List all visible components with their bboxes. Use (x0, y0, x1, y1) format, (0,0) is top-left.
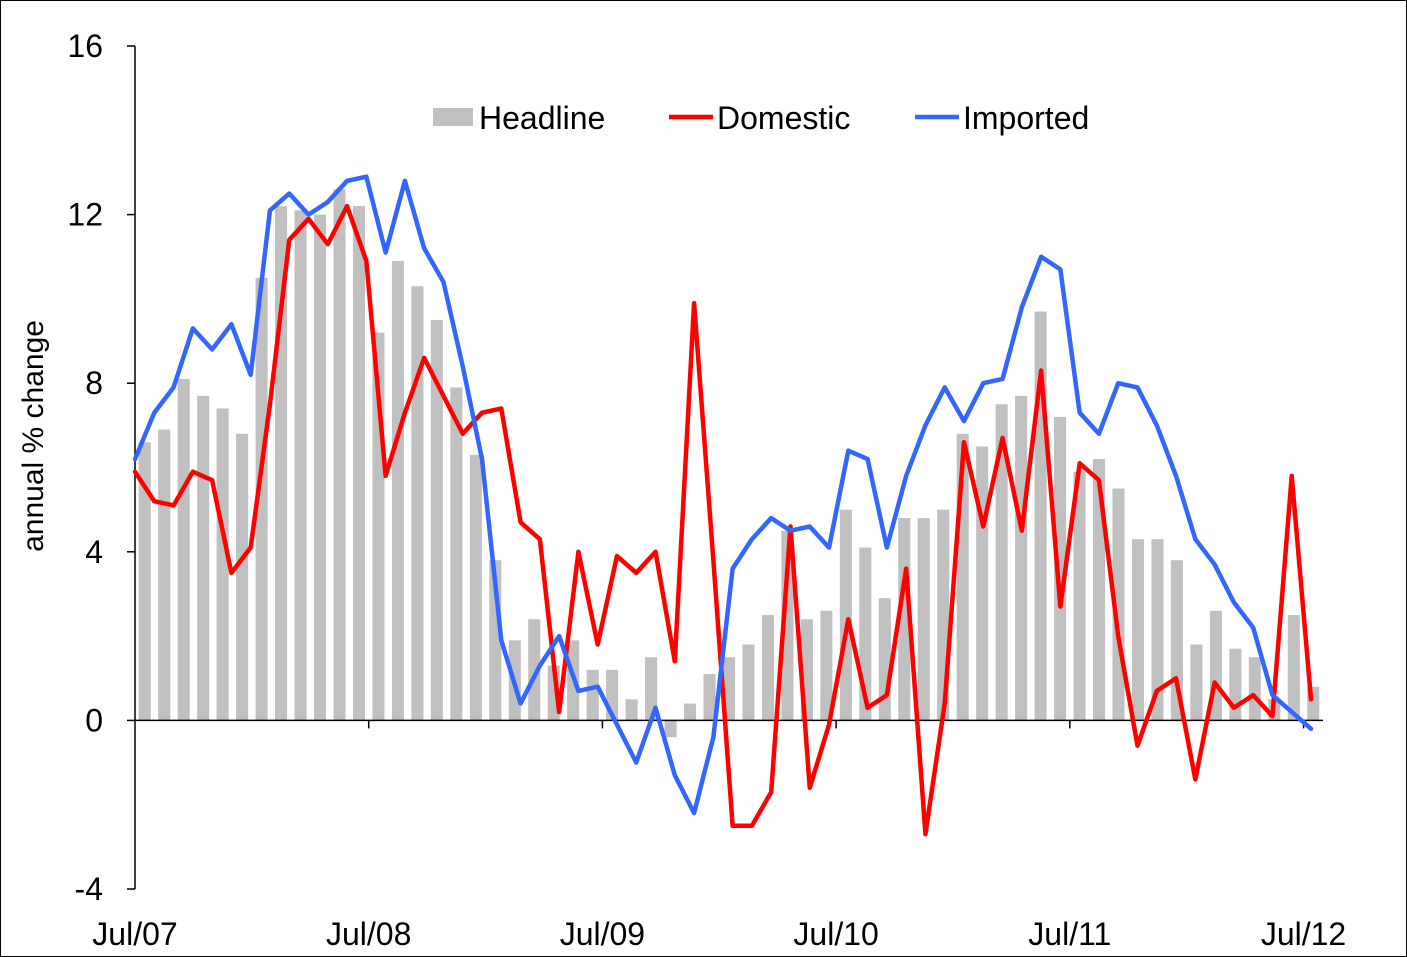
headline-bar (761, 615, 774, 721)
headline-bar (391, 260, 404, 721)
y-tick-label: -4 (75, 871, 103, 907)
headline-bar (177, 378, 190, 721)
legend-label-imported: Imported (963, 100, 1089, 136)
headline-bar (450, 387, 463, 721)
domestic-line (132, 203, 1314, 837)
headline-bar (586, 669, 599, 721)
y-axis-title: annual % change (17, 320, 50, 552)
y-tick-label: 12 (67, 197, 103, 233)
headline-bar (625, 699, 638, 721)
headline-bar (1073, 471, 1086, 721)
headline-bar (878, 598, 891, 721)
headline-bar (1287, 615, 1300, 721)
headline-bar (236, 433, 249, 721)
headline-bars (138, 189, 1320, 738)
headline-bar (664, 720, 677, 738)
y-tick-label: 16 (67, 28, 103, 64)
headline-bar (528, 619, 541, 721)
y-tick-label: 0 (85, 702, 103, 738)
headline-bar (255, 277, 268, 721)
x-tick-label: Jul/12 (1261, 916, 1346, 952)
headline-bar (216, 408, 229, 721)
headline-bar (1248, 657, 1261, 721)
series-lines (132, 174, 1314, 837)
headline-bar (1229, 648, 1242, 721)
headline-bar (411, 286, 424, 721)
y-tick-label: 8 (85, 365, 103, 401)
x-tick-label: Jul/11 (1028, 916, 1111, 952)
headline-bar (995, 404, 1008, 721)
x-tick-label: Jul/07 (92, 916, 177, 952)
headline-bar (197, 395, 210, 721)
headline-bar (352, 206, 366, 721)
legend-swatch-headline (433, 108, 473, 126)
headline-bar (703, 674, 716, 721)
headline-bar (1151, 539, 1164, 721)
headline-bar (1190, 644, 1203, 721)
headline-bar (684, 703, 697, 721)
legend: Headline Domestic Imported (433, 100, 1089, 136)
headline-bar (781, 530, 794, 721)
headline-bar (976, 446, 989, 721)
headline-bar (917, 518, 930, 721)
headline-bar (469, 454, 482, 721)
headline-bar (430, 319, 443, 721)
headline-bar (742, 644, 755, 721)
headline-bar (1092, 459, 1106, 721)
x-tick-label: Jul/09 (560, 916, 645, 952)
headline-bar (839, 509, 852, 721)
legend-label-domestic: Domestic (717, 100, 850, 136)
headline-bar (158, 429, 171, 721)
headline-bar (1054, 416, 1067, 721)
x-tick-label: Jul/10 (793, 916, 878, 952)
y-tick-label: 4 (85, 534, 103, 570)
x-tick-label: Jul/08 (326, 916, 411, 952)
headline-bar (333, 189, 346, 721)
headline-bar (138, 442, 151, 721)
y-ticks: -4 0 4 8 12 16 (67, 28, 135, 907)
headline-bar (645, 657, 658, 721)
imported-line (132, 174, 1314, 816)
headline-bar (1015, 395, 1028, 721)
headline-bar (1131, 539, 1145, 721)
headline-bar (294, 210, 307, 721)
headline-bar (313, 214, 327, 721)
legend-label-headline: Headline (479, 100, 605, 136)
x-ticks: Jul/07 Jul/08 Jul/09 Jul/10 Jul/11 Jul/12 (92, 720, 1346, 952)
headline-bar (820, 610, 833, 721)
